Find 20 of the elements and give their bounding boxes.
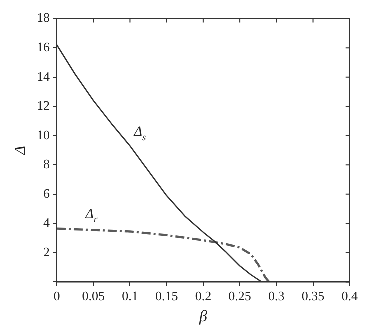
y-tick-label: 10 [37, 127, 50, 142]
x-tick-label: 0.4 [342, 288, 358, 304]
y-tick-label: 14 [37, 68, 50, 84]
y-tick-label: 8 [44, 156, 50, 172]
x-tick-label: 0 [54, 288, 60, 304]
y-tick-label: 16 [37, 39, 50, 54]
x-tick-label: 0.1 [122, 288, 138, 304]
y-tick-label: 2 [44, 244, 50, 260]
x-tick-label: 0.15 [155, 288, 178, 304]
x-axis-title: β [198, 308, 208, 326]
x-tick-label: 0.05 [82, 288, 105, 304]
y-tick-label: 6 [44, 186, 50, 201]
y-tick-label: 12 [37, 98, 50, 114]
x-tick-label: 0.25 [228, 288, 252, 304]
y-axis-title: Δ [12, 146, 29, 156]
x-tick-label: 0.2 [195, 288, 212, 304]
y-tick-label: 18 [37, 10, 50, 26]
x-tick-label: 0.35 [302, 288, 325, 304]
x-tick-label: 0.3 [268, 288, 285, 304]
y-tick-label: 4 [44, 215, 50, 230]
